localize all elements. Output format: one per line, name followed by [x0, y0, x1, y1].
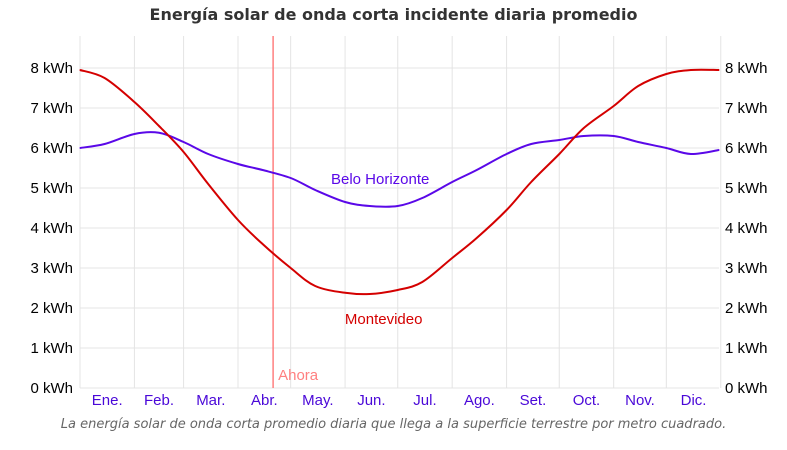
data-point-belo-horizonte	[397, 205, 399, 207]
data-point-montevideo	[314, 285, 316, 287]
data-point-belo-horizonte	[79, 147, 81, 149]
y-tick-label-right: 2 kWh	[725, 300, 768, 317]
data-point-belo-horizonte	[182, 141, 185, 143]
y-tick-label-right: 6 kWh	[725, 140, 768, 157]
x-tick-label: Dic.	[681, 392, 707, 409]
data-point-montevideo	[79, 69, 81, 71]
data-point-montevideo	[421, 281, 423, 283]
data-point-montevideo	[237, 219, 239, 221]
x-tick-label: Feb.	[144, 392, 174, 409]
data-point-montevideo	[207, 183, 209, 185]
y-tick-label-right: 8 kWh	[725, 60, 768, 77]
data-point-belo-horizonte	[344, 201, 346, 203]
y-tick-label-left: 4 kWh	[30, 220, 73, 237]
x-tick-label: Nov.	[625, 392, 655, 409]
data-point-belo-horizonte	[558, 139, 560, 141]
data-point-montevideo	[558, 153, 560, 155]
y-tick-label-right: 7 kWh	[725, 100, 768, 117]
data-point-belo-horizonte	[207, 153, 209, 155]
data-point-belo-horizonte	[665, 147, 667, 149]
x-tick-label: May.	[302, 392, 333, 409]
y-tick-label-left: 2 kWh	[30, 300, 73, 317]
data-point-montevideo	[665, 73, 667, 75]
data-point-belo-horizonte	[637, 141, 639, 143]
x-tick-label: Mar.	[196, 392, 225, 409]
y-tick-label-right: 1 kWh	[725, 340, 768, 357]
data-point-belo-horizonte	[690, 153, 692, 155]
x-tick-label: Ago.	[464, 392, 495, 409]
data-point-montevideo	[505, 209, 508, 211]
data-point-montevideo	[158, 125, 160, 127]
data-point-belo-horizonte	[369, 205, 371, 207]
series-label-montevideo: Montevideo	[345, 311, 423, 328]
data-point-belo-horizonte	[290, 177, 292, 179]
y-tick-label-left: 3 kWh	[30, 260, 73, 277]
data-point-montevideo	[451, 257, 453, 259]
data-point-montevideo	[397, 289, 399, 291]
y-tick-label-right: 3 kWh	[725, 260, 768, 277]
y-tick-label-left: 6 kWh	[30, 140, 73, 157]
axes: 0 kWh 0 kWh 1 kWh 1 kWh 2 kWh 2 kWh 3 kWh 3 kWh…	[30, 60, 767, 409]
x-tick-label: Abr.	[251, 392, 278, 409]
data-point-belo-horizonte	[451, 181, 453, 183]
data-point-montevideo	[583, 127, 585, 129]
data-point-belo-horizonte	[158, 132, 160, 134]
x-tick-label: Ene.	[92, 392, 123, 409]
x-tick-label: Jun.	[357, 392, 385, 409]
chart-title: Energía solar de onda corta incidente di…	[149, 5, 638, 24]
data-point-montevideo	[182, 151, 185, 153]
x-tick-label: Set.	[520, 392, 547, 409]
data-point-montevideo	[369, 293, 371, 295]
data-point-montevideo	[530, 181, 532, 183]
data-point-belo-horizonte	[261, 169, 264, 171]
y-tick-label-left: 7 kWh	[30, 100, 73, 117]
series-labels: Belo Horizonte Montevideo	[331, 171, 429, 328]
series-lines	[79, 68, 720, 296]
data-point-montevideo	[133, 101, 136, 103]
data-point-belo-horizonte	[718, 149, 720, 151]
data-point-belo-horizonte	[314, 189, 316, 191]
data-point-montevideo	[103, 77, 106, 79]
data-point-montevideo	[690, 69, 692, 71]
data-point-montevideo	[290, 267, 292, 269]
chart-caption: La energía solar de onda corta promedio …	[60, 417, 727, 432]
x-tick-label: Oct.	[573, 392, 601, 409]
grid	[79, 36, 722, 389]
data-point-belo-horizonte	[505, 153, 508, 155]
data-point-montevideo	[476, 237, 478, 239]
y-tick-label-left: 8 kWh	[30, 60, 73, 77]
y-tick-label-right: 4 kWh	[725, 220, 768, 237]
data-point-montevideo	[718, 69, 720, 71]
y-tick-label-left: 5 kWh	[30, 180, 73, 197]
series-label-belo-horizonte: Belo Horizonte	[331, 171, 429, 188]
data-point-montevideo	[344, 292, 346, 294]
now-marker: Ahora	[272, 36, 319, 388]
now-label: Ahora	[278, 367, 319, 384]
y-tick-label-left: 1 kWh	[30, 340, 73, 357]
data-point-belo-horizonte	[103, 143, 106, 145]
data-point-belo-horizonte	[421, 197, 423, 199]
data-point-belo-horizonte	[237, 163, 239, 165]
data-point-belo-horizonte	[133, 133, 136, 135]
data-point-montevideo	[637, 85, 639, 87]
data-point-montevideo	[261, 243, 264, 245]
x-tick-label: Jul.	[413, 392, 436, 409]
data-point-belo-horizonte	[476, 169, 478, 171]
data-point-belo-horizonte	[583, 135, 585, 137]
data-point-belo-horizonte	[613, 135, 615, 137]
y-tick-label-right: 0 kWh	[725, 380, 768, 397]
data-point-belo-horizonte	[530, 143, 532, 145]
y-tick-label-right: 5 kWh	[725, 180, 768, 197]
data-point-montevideo	[613, 105, 615, 107]
y-tick-label-left: 0 kWh	[30, 380, 73, 397]
